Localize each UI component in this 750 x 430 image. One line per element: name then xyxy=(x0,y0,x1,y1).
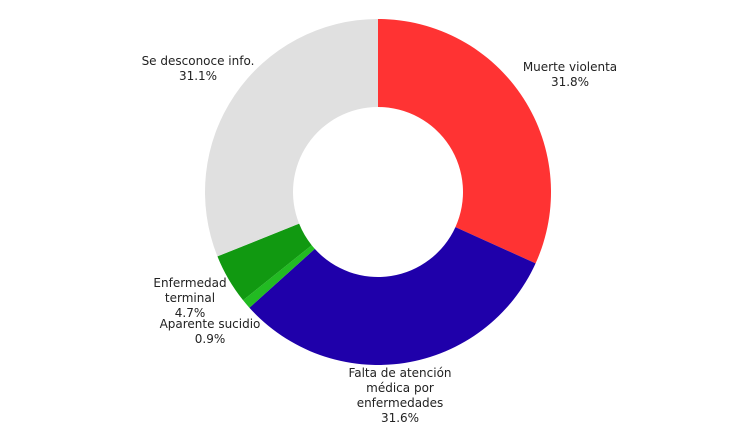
donut-slice xyxy=(249,227,536,365)
value-label: 4.7% xyxy=(175,306,206,320)
donut-slice xyxy=(204,19,378,257)
donut-slice xyxy=(217,223,312,301)
value-label: 31.8% xyxy=(551,75,589,89)
donut-slice xyxy=(378,19,551,264)
value-label: 31.6% xyxy=(381,411,419,425)
slice-label: Muerte violenta xyxy=(523,60,617,74)
slice-label: Falta de atención médica por enfermedades xyxy=(348,366,451,410)
value-label: 0.9% xyxy=(195,332,226,346)
slice-label: Aparente sucidio xyxy=(160,317,261,331)
value-label: 31.1% xyxy=(179,69,217,83)
slice-label: Enfermedad terminal xyxy=(153,276,226,305)
donut-slice xyxy=(243,245,315,308)
slice-label: Se desconoce info. xyxy=(142,54,255,68)
